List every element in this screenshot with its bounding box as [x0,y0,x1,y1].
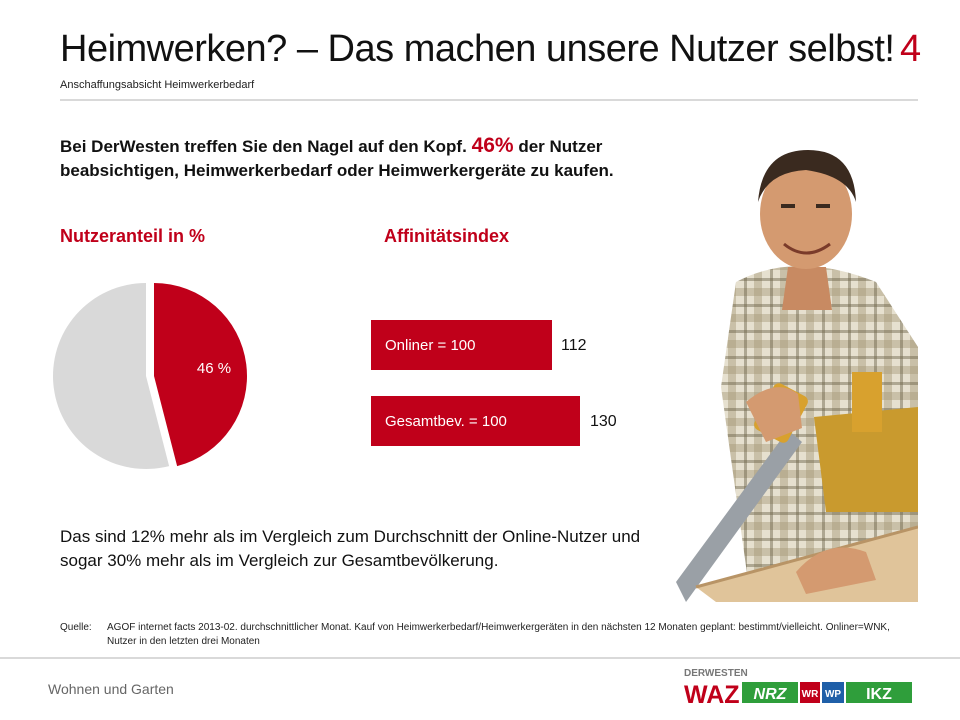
headline-part2: der Nutzer beabsichtigen, Heimwerkerbeda… [60,137,614,180]
source-note: Quelle: AGOF internet facts 2013-02. dur… [60,621,920,649]
svg-text:NRZ: NRZ [754,686,788,703]
pie-slice-rest [53,283,170,469]
page-subtitle: Anschaffungsabsicht Heimwerkerbedarf [60,79,255,91]
header-divider [60,99,918,101]
svg-text:IKZ: IKZ [866,686,892,703]
pie-section-title: Nutzeranteil in % [60,226,206,246]
craftsman-photo [676,132,918,602]
summary-paragraph: Das sind 12% mehr als im Vergleich zum D… [60,527,641,570]
affinity-section-title: Affinitätsindex [384,226,510,246]
footer-section-label: Wohnen und Garten [48,681,174,697]
affinity-bar-value: 112 [561,337,587,354]
pie-chart: 46 % [53,283,248,469]
headline-part1: Bei DerWesten treffen Sie den Nagel auf … [60,137,467,156]
affinity-bar-value: 130 [590,413,617,430]
source-label: Quelle: [60,622,92,633]
affinity-bar-onliner: Onliner = 100 [371,320,552,370]
svg-text:WAZ: WAZ [684,681,740,705]
svg-text:WR: WR [802,689,819,700]
svg-text:DERWESTEN: DERWESTEN [684,668,748,679]
svg-text:WP: WP [825,689,841,700]
headline: Bei DerWesten treffen Sie den Nagel auf … [60,134,660,183]
affinity-bar-label: Onliner = 100 [385,336,476,354]
source-text: AGOF internet facts 2013-02. durchschnit… [107,622,890,647]
pie-slice-label: 46 % [197,360,231,377]
page-title: Heimwerken? – Das machen unsere Nutzer s… [60,28,895,70]
page-number: 4 [900,28,922,70]
affinity-bar-label: Gesamtbev. = 100 [385,412,507,430]
affinity-bar-gesamtbev: Gesamtbev. = 100 [371,396,580,446]
pie-slice-highlight [154,283,248,467]
derwesten-logo: DERWESTEN WAZ NRZ WR WP IKZ [682,665,914,709]
headline-highlight: 46% [471,134,514,157]
footer-divider [0,657,960,659]
